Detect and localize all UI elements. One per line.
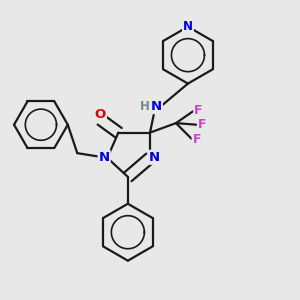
Text: N: N [99,151,110,164]
Text: F: F [194,104,202,117]
Text: H: H [140,100,150,113]
Text: F: F [193,133,201,146]
Text: F: F [198,118,206,130]
Text: N: N [149,151,160,164]
Text: N: N [183,20,193,33]
Text: O: O [95,108,106,121]
Text: N: N [151,100,162,113]
